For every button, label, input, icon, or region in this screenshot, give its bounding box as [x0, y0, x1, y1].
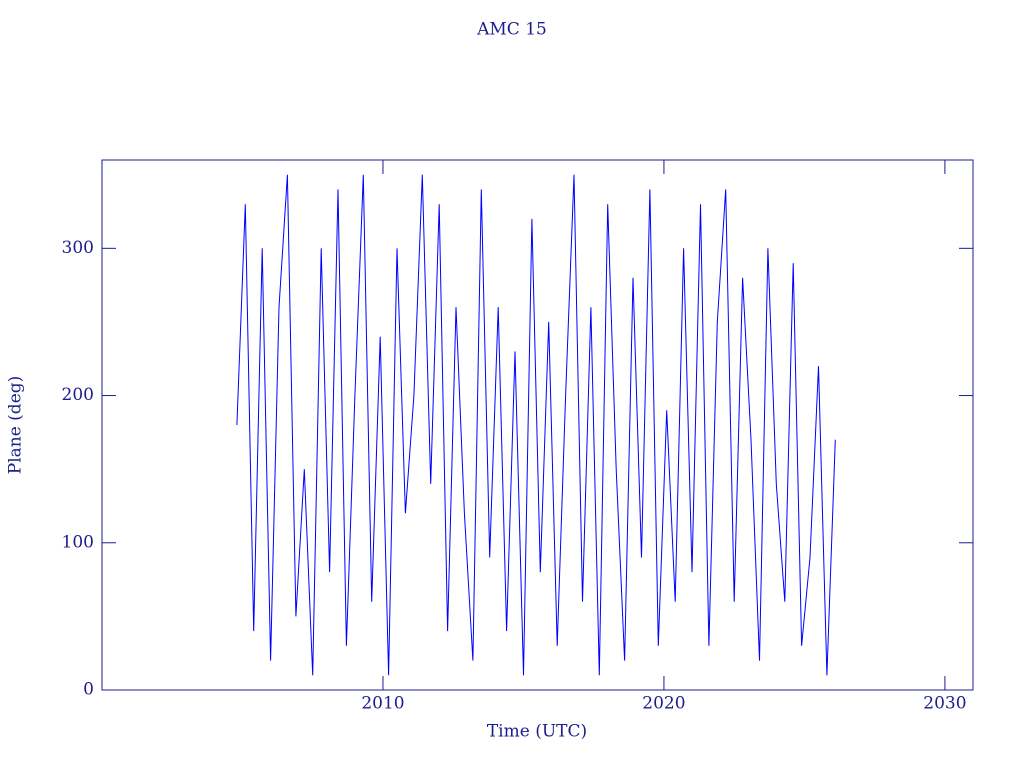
y-tick-label: 0	[83, 680, 94, 700]
y-axis-label: Plane (deg)	[6, 376, 26, 475]
chart-title: AMC 15	[476, 20, 547, 40]
x-tick-label: 2020	[642, 694, 685, 714]
x-tick-label: 2030	[923, 694, 966, 714]
y-tick-label: 300	[62, 238, 94, 258]
plot-frame	[101, 159, 974, 691]
x-axis-label: Time (UTC)	[487, 722, 587, 742]
x-tick-label: 2010	[361, 694, 404, 714]
data-line	[236, 174, 836, 676]
y-tick-label: 100	[62, 532, 94, 552]
y-tick-label: 200	[62, 385, 94, 405]
